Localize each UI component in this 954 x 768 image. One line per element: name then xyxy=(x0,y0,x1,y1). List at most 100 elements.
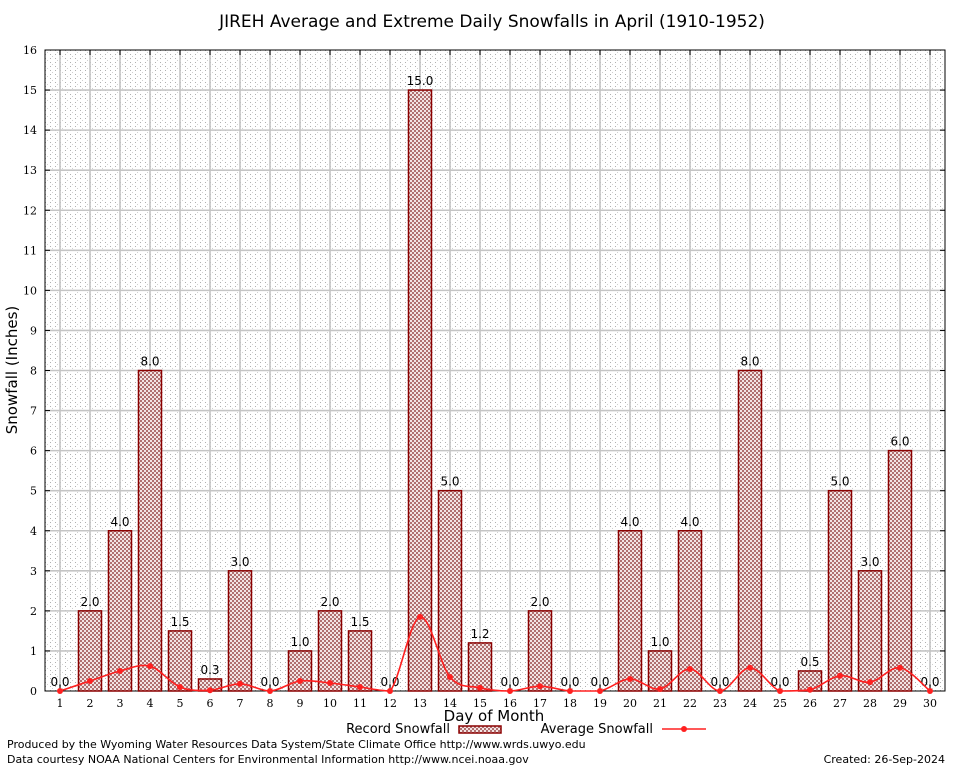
y-tick-label: 3 xyxy=(30,565,37,578)
bar-value-label: 0.0 xyxy=(500,675,519,689)
x-tick-label: 7 xyxy=(237,697,244,710)
x-tick-label: 27 xyxy=(833,697,847,710)
bar-value-label: 3.0 xyxy=(860,555,879,569)
footer-produced-by: Produced by the Wyoming Water Resources … xyxy=(7,738,586,751)
x-tick-label: 23 xyxy=(713,697,727,710)
record-bar xyxy=(77,610,103,692)
record-bar xyxy=(287,650,313,692)
record-bar xyxy=(617,530,643,692)
y-tick-label: 9 xyxy=(30,324,37,337)
bar-value-label: 15.0 xyxy=(407,74,434,88)
bar-value-label: 1.5 xyxy=(170,615,189,629)
average-point xyxy=(177,683,183,690)
x-tick-label: 26 xyxy=(803,697,817,710)
bar-value-label: 0.0 xyxy=(50,675,69,689)
x-tick-label: 17 xyxy=(533,697,547,710)
record-bar xyxy=(827,489,853,692)
average-point xyxy=(597,688,603,694)
bar-value-label: 5.0 xyxy=(830,475,849,489)
x-tick-label: 1 xyxy=(57,697,64,710)
average-point xyxy=(147,663,153,670)
average-point xyxy=(867,679,873,686)
bar-value-labels: 0.0 2.0 4.0 8.0 1.5 0.3 3.0 0.0 1.0 2.0 1.5 0.0 15.0… xyxy=(50,74,939,689)
y-tick-label: 13 xyxy=(23,164,37,177)
bar-value-label: 0.0 xyxy=(920,675,939,689)
average-point xyxy=(297,677,303,684)
bar-value-label: 4.0 xyxy=(110,515,129,529)
average-point xyxy=(657,685,663,692)
bar-value-label: 0.0 xyxy=(260,675,279,689)
bar-value-label: 1.2 xyxy=(470,627,489,641)
x-tick-label: 11 xyxy=(353,697,367,710)
y-tick-label: 4 xyxy=(30,525,37,538)
average-point xyxy=(927,688,933,694)
legend-record-label: Record Snowfall xyxy=(346,722,450,737)
x-tick-label: 30 xyxy=(923,697,937,710)
bar-value-label: 3.0 xyxy=(230,555,249,569)
average-point xyxy=(117,667,123,674)
legend: Record Snowfall Average Snowfall xyxy=(346,722,706,737)
footer-data-courtesy: Data courtesy NOAA National Centers for … xyxy=(7,753,529,766)
average-point xyxy=(837,672,843,679)
record-bar xyxy=(857,570,883,692)
average-point xyxy=(357,683,363,690)
bar-value-label: 2.0 xyxy=(530,595,549,609)
x-tick-label: 3 xyxy=(117,697,124,710)
y-tick-label: 0 xyxy=(30,685,37,698)
bar-value-label: 0.0 xyxy=(560,675,579,689)
average-line-group xyxy=(57,613,933,694)
x-tick-label: 20 xyxy=(623,697,637,710)
average-point xyxy=(627,675,633,682)
average-point xyxy=(417,613,423,620)
y-tick-label: 12 xyxy=(23,204,37,217)
y-tick-label: 11 xyxy=(23,244,37,257)
record-bar xyxy=(467,642,493,692)
record-bars xyxy=(77,89,913,692)
record-bar xyxy=(347,630,373,692)
legend-average-label: Average Snowfall xyxy=(541,722,653,737)
average-point xyxy=(507,688,513,694)
average-point xyxy=(267,688,273,694)
x-tick-label: 5 xyxy=(177,697,184,710)
average-point xyxy=(777,688,783,694)
bar-value-label: 0.0 xyxy=(770,675,789,689)
x-tick-label: 29 xyxy=(893,697,907,710)
x-tick-label: 18 xyxy=(563,697,577,710)
bar-value-label: 1.0 xyxy=(650,635,669,649)
x-tick-label: 15 xyxy=(473,697,487,710)
y-tick-label: 1 xyxy=(30,645,37,658)
average-point xyxy=(387,688,393,694)
average-point xyxy=(687,665,693,672)
chart-title: JIREH Average and Extreme Daily Snowfall… xyxy=(218,12,765,32)
bar-value-label: 4.0 xyxy=(680,515,699,529)
x-tick-label: 19 xyxy=(593,697,607,710)
average-point xyxy=(717,688,723,694)
average-point xyxy=(477,684,483,691)
x-tick-label: 6 xyxy=(207,697,214,710)
bar-value-label: 5.0 xyxy=(440,475,459,489)
footer-created: Created: 26-Sep-2024 xyxy=(823,753,945,766)
x-tick-label: 4 xyxy=(147,697,154,710)
average-point xyxy=(537,683,543,690)
bar-value-label: 8.0 xyxy=(740,355,759,369)
y-tick-label: 14 xyxy=(23,124,37,137)
x-tick-label: 16 xyxy=(503,697,517,710)
record-bar xyxy=(407,89,433,692)
record-bar xyxy=(527,610,553,692)
record-bar xyxy=(137,369,163,692)
y-axis-label: Snowfall (Inches) xyxy=(3,306,21,434)
y-tick-label: 2 xyxy=(30,605,37,618)
x-tick-label: 22 xyxy=(683,697,697,710)
record-bar xyxy=(737,369,763,692)
x-tick-label: 9 xyxy=(297,697,304,710)
bar-value-label: 0.3 xyxy=(200,663,219,677)
y-tick-label: 10 xyxy=(23,284,37,297)
bar-value-label: 0.5 xyxy=(800,655,819,669)
average-point xyxy=(447,673,453,680)
record-bar xyxy=(167,630,193,692)
bar-value-label: 0.0 xyxy=(380,675,399,689)
bar-value-label: 0.0 xyxy=(710,675,729,689)
record-bar xyxy=(677,530,703,692)
legend-average-marker xyxy=(681,726,687,732)
